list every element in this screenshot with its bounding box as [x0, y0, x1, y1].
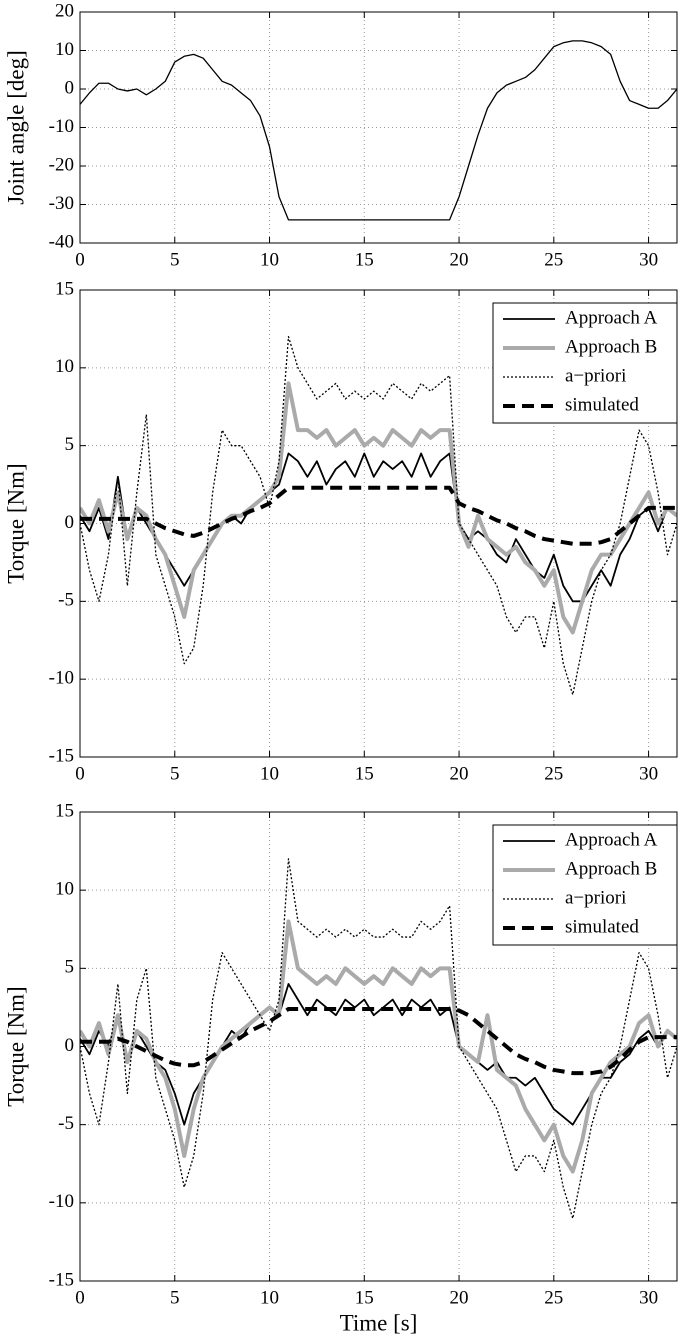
legend-box — [492, 824, 678, 946]
series-line — [80, 40, 677, 221]
y-tick-label: 15 — [55, 278, 74, 299]
series-line — [80, 983, 677, 1126]
y-tick-label: 0 — [65, 1035, 75, 1056]
y-axis-label: Torque [Nm] — [3, 463, 28, 583]
legend-label: a−priori — [565, 887, 626, 908]
y-tick-label: -15 — [49, 745, 74, 766]
y-tick-label: -15 — [49, 1269, 74, 1290]
legend-label: Approach B — [565, 858, 657, 879]
plot-frame — [79, 11, 678, 244]
y-tick-label: -10 — [49, 668, 74, 689]
y-tick-label: 20 — [55, 0, 74, 21]
y-tick-label: 5 — [65, 434, 75, 455]
legend-label: simulated — [565, 916, 639, 937]
x-tick-label: 0 — [75, 249, 85, 270]
legend-box — [492, 302, 678, 424]
x-tick-label: 20 — [450, 1287, 469, 1308]
x-tick-label: 0 — [75, 763, 85, 784]
y-tick-label: -5 — [58, 1113, 74, 1134]
y-tick-label: 0 — [65, 512, 75, 533]
legend-label: a−priori — [565, 365, 626, 386]
x-tick-label: 30 — [639, 763, 658, 784]
x-tick-label: 10 — [260, 249, 279, 270]
x-tick-label: 25 — [544, 763, 563, 784]
x-tick-label: 5 — [170, 249, 180, 270]
y-tick-label: -10 — [49, 116, 74, 137]
series-line — [80, 1006, 677, 1076]
x-tick-label: 5 — [170, 763, 180, 784]
legend-label: simulated — [565, 394, 639, 415]
x-tick-label: 25 — [544, 1287, 563, 1308]
x-tick-label: 15 — [355, 763, 374, 784]
y-tick-label: 5 — [65, 957, 75, 978]
series-line — [80, 452, 677, 603]
y-tick-label: 10 — [55, 879, 74, 900]
x-tick-label: 15 — [355, 1287, 374, 1308]
y-axis-label: Torque [Nm] — [3, 986, 28, 1106]
subplot: 0 5 10 15 20 25 30 -15 -10 -5 0 5 10 15 Torque [Nm] Tim… — [3, 800, 678, 1335]
y-tick-label: -40 — [49, 231, 74, 252]
x-tick-label: 10 — [260, 763, 279, 784]
y-tick-label: 0 — [65, 77, 75, 98]
x-tick-label: 30 — [639, 1287, 658, 1308]
x-axis-label: Time [s] — [340, 1310, 418, 1335]
y-tick-label: -20 — [49, 154, 74, 175]
y-tick-label: 15 — [55, 800, 74, 821]
legend-label: Approach B — [565, 336, 657, 357]
x-tick-label: 15 — [355, 249, 374, 270]
plot-frame — [79, 811, 678, 1282]
y-tick-label: 10 — [55, 39, 74, 60]
y-tick-label: -5 — [58, 590, 74, 611]
series-line — [80, 919, 677, 1174]
x-tick-label: 30 — [639, 249, 658, 270]
subplot: 0 5 10 15 20 25 30 -40 -30 -20 -10 0 10 20 Joint angle… — [3, 0, 678, 270]
series-line — [80, 381, 677, 635]
x-tick-label: 20 — [450, 249, 469, 270]
subplot: 0 5 10 15 20 25 30 -15 -10 -5 0 5 10 15 Torque [Nm] App… — [3, 278, 678, 784]
legend-label: Approach A — [565, 829, 658, 850]
y-tick-label: -10 — [49, 1191, 74, 1212]
series-line — [80, 336, 677, 696]
y-axis-label: Joint angle [deg] — [3, 50, 28, 205]
legend-label: Approach A — [565, 307, 658, 328]
y-tick-label: 10 — [55, 356, 74, 377]
x-tick-label: 10 — [260, 1287, 279, 1308]
x-tick-label: 0 — [75, 1287, 85, 1308]
y-tick-label: -30 — [49, 193, 74, 214]
x-tick-label: 5 — [170, 1287, 180, 1308]
series-line — [80, 485, 677, 546]
x-tick-label: 20 — [450, 763, 469, 784]
plot-frame — [79, 289, 678, 758]
x-tick-label: 25 — [544, 249, 563, 270]
